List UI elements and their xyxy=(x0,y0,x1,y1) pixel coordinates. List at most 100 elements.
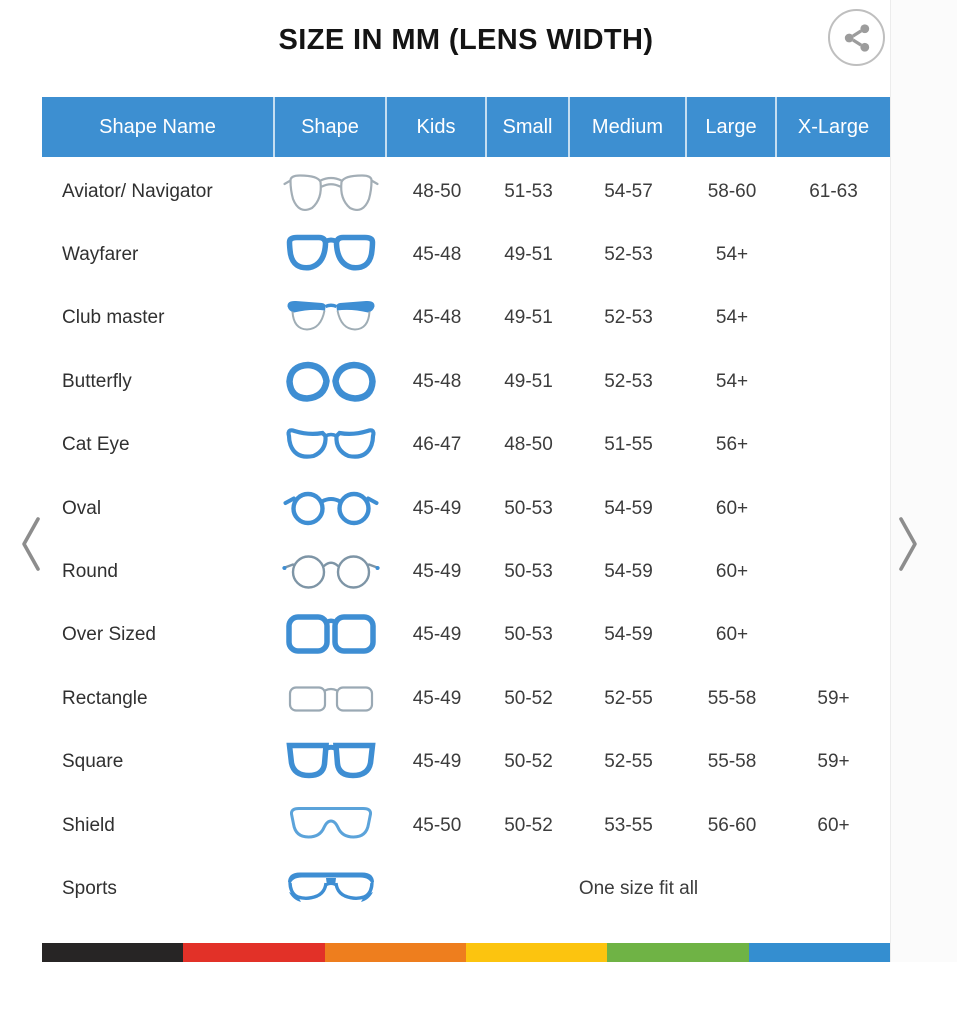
size-value: 45-49 xyxy=(412,561,462,583)
wayfarer-glasses-icon xyxy=(275,230,387,280)
table-row: Butterfly 45-48 49-51 52-53 54+ xyxy=(42,350,890,413)
size-value: 55-58 xyxy=(707,751,757,773)
shape-name: Over Sized xyxy=(62,624,156,646)
column-header: Medium xyxy=(570,97,687,157)
table-row: Round 45-49 50-53 54-59 60+ xyxy=(42,540,890,603)
column-header: Large xyxy=(687,97,777,157)
page-title: SIZE IN MM (LENS WIDTH) xyxy=(278,24,654,56)
stripe-segment xyxy=(42,943,184,962)
size-value: 52-53 xyxy=(604,307,653,329)
size-value: 49-51 xyxy=(504,370,553,392)
column-header: Shape Name xyxy=(42,97,275,157)
size-value: 52-55 xyxy=(604,751,653,773)
square-glasses-icon xyxy=(275,737,387,787)
butterfly-glasses-icon xyxy=(275,357,387,407)
column-header: Shape xyxy=(275,97,387,157)
size-value: 49-51 xyxy=(504,307,553,329)
table-row: Club master 45-48 49-51 52-53 54+ xyxy=(42,287,890,350)
size-value: 53-55 xyxy=(604,814,653,836)
size-value: 60+ xyxy=(715,624,749,646)
shape-name: Oval xyxy=(62,497,102,519)
shape-name: Butterfly xyxy=(62,370,132,392)
shape-name: Sports xyxy=(62,877,117,899)
size-value: 54-59 xyxy=(604,497,653,519)
color-stripe-bar xyxy=(42,943,890,962)
shape-name: Wayfarer xyxy=(62,244,139,266)
size-value: 49-51 xyxy=(504,244,553,266)
shape-name: Cat Eye xyxy=(62,434,130,456)
table-row: Square 45-49 50-52 52-55 55-58 59+ xyxy=(42,731,890,794)
size-value: 51-55 xyxy=(604,434,653,456)
size-value: 50-52 xyxy=(504,814,553,836)
size-value: 46-47 xyxy=(412,434,462,456)
size-value: 55-58 xyxy=(707,687,757,709)
size-value: 50-53 xyxy=(504,561,553,583)
size-value: 60+ xyxy=(715,561,749,583)
table-row: Shield 45-50 50-52 53-55 56-60 60+ xyxy=(42,794,890,857)
size-value: 48-50 xyxy=(504,434,553,456)
size-value: 60+ xyxy=(817,814,850,836)
page-edge-strip xyxy=(890,0,957,962)
table-row: Over Sized 45-49 50-53 54-59 60+ xyxy=(42,604,890,667)
size-value: 45-49 xyxy=(412,497,462,519)
chevron-right-icon[interactable] xyxy=(894,512,921,579)
table-row: Rectangle 45-49 50-52 52-55 55-58 59+ xyxy=(42,667,890,730)
column-header: Small xyxy=(487,97,570,157)
size-value: 61-63 xyxy=(809,180,858,202)
shape-name: Aviator/ Navigator xyxy=(62,180,213,202)
size-value: 45-48 xyxy=(412,370,462,392)
size-value: 54-57 xyxy=(604,180,653,202)
size-value: 60+ xyxy=(715,497,749,519)
table-row: Cat Eye 46-47 48-50 51-55 56+ xyxy=(42,414,890,477)
column-header: Kids xyxy=(387,97,487,157)
stripe-segment xyxy=(324,943,466,962)
size-value: 50-52 xyxy=(504,687,553,709)
size-value: 45-48 xyxy=(412,307,462,329)
stripe-segment xyxy=(183,943,325,962)
size-value: 59+ xyxy=(817,687,850,709)
chevron-left-icon[interactable] xyxy=(18,512,45,579)
size-value: 54-59 xyxy=(604,561,653,583)
size-value: 56-60 xyxy=(707,814,757,836)
aviator-glasses-icon xyxy=(275,167,387,217)
table-row: Oval 45-49 50-53 54-59 60+ xyxy=(42,477,890,540)
stripe-segment xyxy=(748,943,890,962)
oval-glasses-icon xyxy=(275,484,387,534)
size-value: 54-59 xyxy=(604,624,653,646)
size-value: 45-48 xyxy=(412,244,462,266)
sports-glasses-icon xyxy=(275,864,387,914)
shape-name: Shield xyxy=(62,814,115,836)
size-value: 50-53 xyxy=(504,497,553,519)
shape-name: Rectangle xyxy=(62,687,148,709)
size-value: 54+ xyxy=(715,307,749,329)
oversized-glasses-icon xyxy=(275,610,387,660)
one-size-note: One size fit all xyxy=(578,877,699,899)
share-icon xyxy=(840,21,874,55)
size-value: 45-49 xyxy=(412,624,462,646)
size-value: 52-53 xyxy=(604,370,653,392)
size-value: 56+ xyxy=(715,434,749,456)
size-value: 51-53 xyxy=(504,180,553,202)
size-table-body: Aviator/ Navigator 48-50 51-53 54-57 58-60 6… xyxy=(42,160,890,921)
size-value: 45-50 xyxy=(412,814,462,836)
size-value: 45-49 xyxy=(412,751,462,773)
size-value: 48-50 xyxy=(412,180,462,202)
size-value: 54+ xyxy=(715,244,749,266)
column-header: X-Large xyxy=(797,115,870,138)
size-value: 52-53 xyxy=(604,244,653,266)
cateye-glasses-icon xyxy=(275,420,387,470)
table-row: Wayfarer 45-48 49-51 52-53 54+ xyxy=(42,223,890,286)
size-value: 59+ xyxy=(817,751,850,773)
size-value: 45-49 xyxy=(412,687,462,709)
rectangle-glasses-icon xyxy=(275,674,387,724)
size-value: 58-60 xyxy=(707,180,757,202)
shape-name: Round xyxy=(62,561,118,583)
shape-name: Club master xyxy=(62,307,165,329)
size-value: 50-52 xyxy=(504,751,553,773)
stripe-segment xyxy=(607,943,749,962)
size-value: 50-53 xyxy=(504,624,553,646)
size-value: 52-55 xyxy=(604,687,653,709)
share-button[interactable] xyxy=(828,9,885,66)
stripe-segment xyxy=(465,943,608,962)
table-row: Sports One size fit all xyxy=(42,857,890,920)
